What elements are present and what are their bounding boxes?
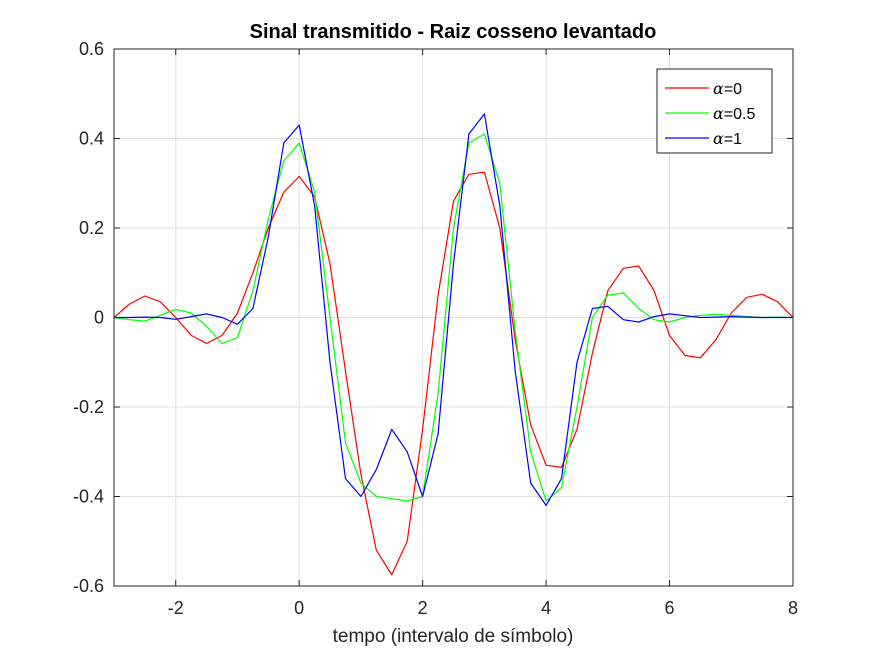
series-line-0 (114, 171, 793, 576)
x-tick-label: 2 (418, 598, 428, 618)
x-tick-label: 8 (788, 598, 798, 618)
legend-box (656, 68, 773, 154)
x-tick-label: 4 (541, 598, 551, 618)
y-tick-label: 0.6 (79, 39, 104, 59)
series-layer (114, 113, 793, 576)
legend-label-0: α=0 (713, 79, 742, 98)
legend-label-2: α=1 (713, 129, 742, 148)
series-line-1 (114, 133, 793, 502)
axis-ticks (114, 48, 794, 587)
y-tick-label: 0.2 (79, 218, 104, 238)
x-tick-label: 0 (294, 598, 304, 618)
y-tick-label: -0.2 (73, 397, 104, 417)
x-tick-label: 6 (665, 598, 675, 618)
y-tick-label: 0 (94, 308, 104, 328)
tick-labels: -2 0 2 4 6 8 -0.6 -0.4 -0.2 0 0.2 0.4 0.6 (73, 39, 798, 618)
legend-label-1: α=0.5 (713, 104, 756, 123)
legend: α=0 α=0.5 α=1 (656, 68, 773, 154)
series-line-2 (114, 113, 793, 506)
x-axis-label: tempo (intervalo de símbolo) (333, 626, 574, 647)
x-tick-label: -2 (168, 598, 184, 618)
y-tick-label: 0.4 (79, 129, 104, 149)
chart-title: Sinal transmitido - Raiz cosseno levanta… (250, 21, 657, 43)
y-tick-label: -0.4 (73, 487, 104, 507)
y-tick-label: -0.6 (73, 576, 104, 596)
